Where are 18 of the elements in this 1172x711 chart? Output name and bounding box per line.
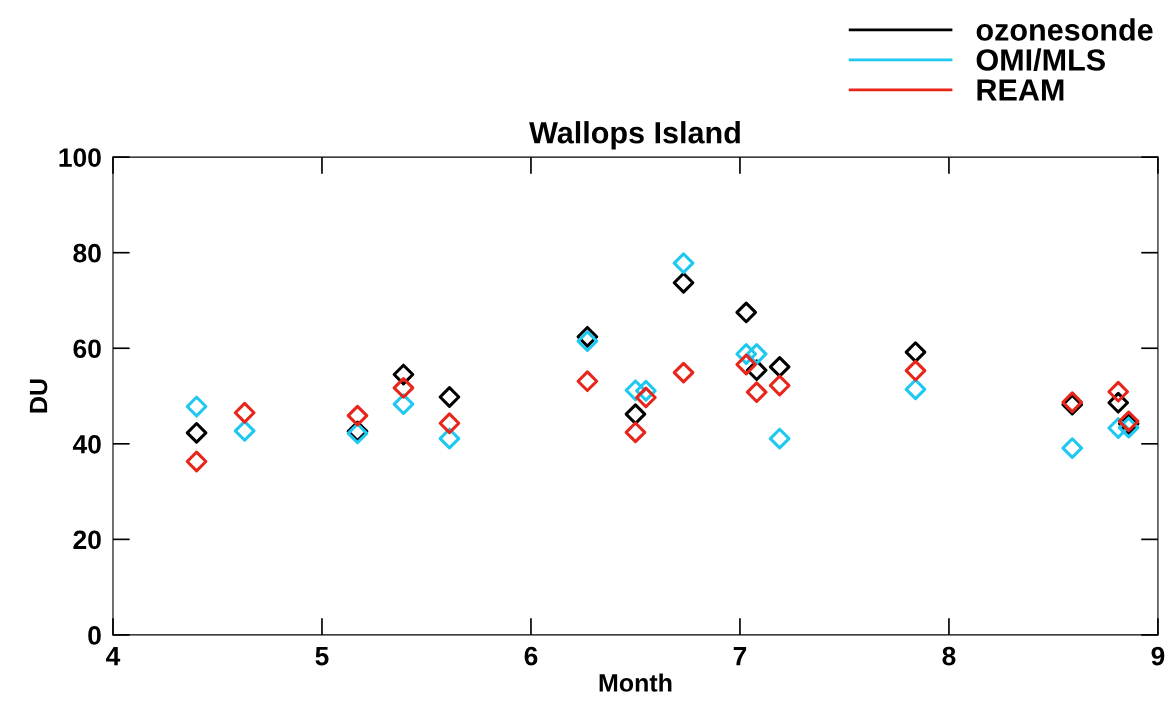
x-tick-label: 7	[733, 647, 747, 666]
y-tick-label: 100	[59, 148, 101, 167]
x-tick-label: 9	[1151, 646, 1165, 666]
x-tick-label: 5	[315, 647, 329, 666]
legend-label: OMI/MLS	[976, 48, 1105, 72]
chart-title: Wallops Island	[529, 121, 740, 150]
x-axis-title: Month	[599, 673, 672, 692]
y-tick-label: 40	[72, 434, 101, 454]
y-tick-label: 20	[73, 530, 101, 550]
y-tick-label: 60	[73, 339, 101, 359]
legend-label: REAM	[977, 79, 1064, 101]
x-tick-label: 4	[106, 647, 121, 666]
x-tick-label: 8	[942, 646, 956, 666]
legend-label: ozonesonde	[976, 18, 1153, 41]
x-tick-label: 6	[524, 646, 538, 666]
y-tick-label: 80	[73, 243, 101, 263]
y-axis-title: DU	[29, 379, 48, 413]
y-tick-label: 0	[88, 626, 101, 645]
